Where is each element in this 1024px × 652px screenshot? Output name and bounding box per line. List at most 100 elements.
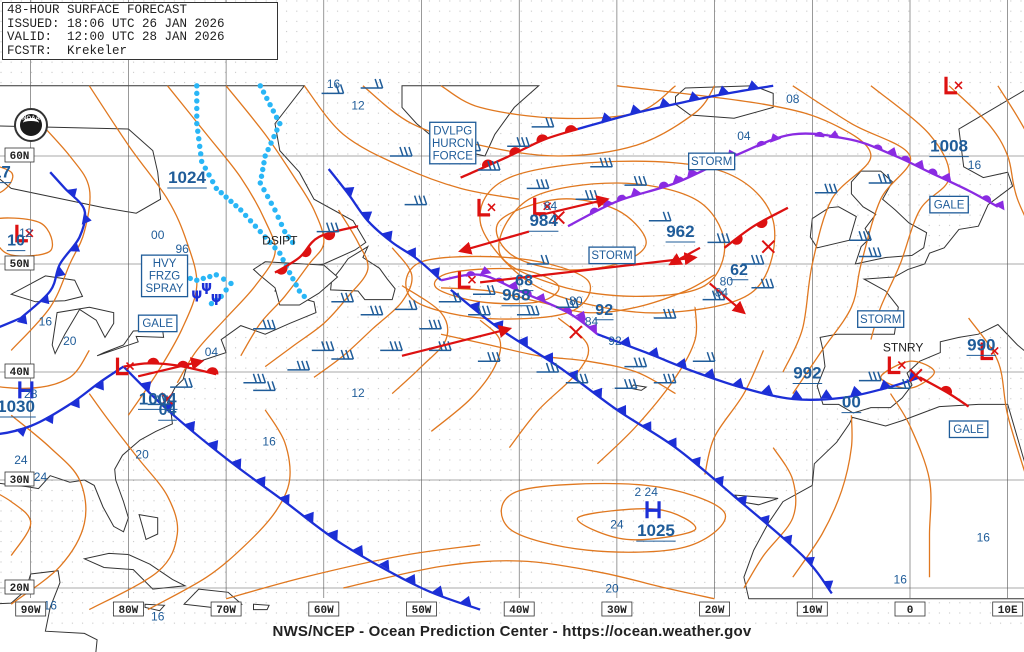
isobar-line <box>440 333 676 395</box>
low-center-x <box>954 81 963 90</box>
low-center-L <box>457 271 471 289</box>
cold-front-triangle <box>822 580 834 591</box>
cold-front-triangle <box>736 495 747 507</box>
isobar-closed <box>498 182 726 298</box>
occluded-bump <box>575 316 585 325</box>
occluded-bump <box>900 155 911 163</box>
wind-barb-flag <box>266 381 272 391</box>
wind-barb-flag <box>188 377 193 388</box>
lon-label-box <box>503 601 535 617</box>
cold-front-line <box>20 171 87 319</box>
pressure-label: 16 <box>39 315 53 329</box>
cold-front-triangle <box>469 301 480 313</box>
wind-barb-flag <box>824 183 829 193</box>
isobar-line <box>743 447 797 589</box>
warning-box-text: STORM <box>591 250 632 262</box>
warm-front-bump <box>565 125 577 133</box>
warm-front-bump <box>323 232 336 241</box>
isobar-line <box>225 544 481 600</box>
pressure-label: 16 <box>977 531 991 545</box>
lake-erie-ontario-water <box>96 329 165 357</box>
wind-barb <box>331 349 355 360</box>
ice-edge-dot <box>278 221 285 228</box>
occluded-triangle <box>687 167 699 178</box>
wind-barb <box>507 137 530 148</box>
occluded-triangle <box>507 281 519 291</box>
wind-barb-flag <box>565 297 570 308</box>
wind-barb-flag <box>496 351 501 362</box>
wind-barb-flag <box>491 351 497 362</box>
pressure-label: 62 <box>730 262 748 279</box>
cold-front-triangle <box>717 85 730 96</box>
cold-front-triangle <box>850 385 862 397</box>
isobar-line <box>147 409 291 611</box>
wind-barb-flag <box>632 378 638 389</box>
wind-barb <box>751 278 775 289</box>
pressure-label: 08 <box>786 92 800 106</box>
pressure-label: 1030 <box>0 397 35 416</box>
isobar-line <box>166 85 276 384</box>
isobar-line <box>889 393 932 578</box>
wind-barb-flag <box>487 160 492 171</box>
ice-edge-dot <box>223 287 229 293</box>
ice-edge-dot <box>260 89 267 95</box>
pressure-label: 04 <box>159 402 177 419</box>
wind-barb-flag <box>554 362 560 373</box>
noaa-logo-text: NOAA <box>22 116 40 122</box>
warning-box-text: SPRAY <box>145 283 183 295</box>
warm-front-bump <box>940 385 953 395</box>
bahamas-land <box>138 513 159 541</box>
warning-box-text: GALE <box>953 424 984 436</box>
wind-barb-flag <box>349 349 355 360</box>
wind-barb <box>648 211 672 222</box>
pressure-label: 16 <box>151 609 165 623</box>
wind-barb-flag <box>378 78 384 89</box>
wind-barb-flag <box>867 231 872 241</box>
ice-edge-dot <box>194 277 200 283</box>
cold-front-triangle <box>675 358 687 369</box>
pressure-label: 64 <box>544 199 558 213</box>
pressure-label: 12 <box>351 386 365 400</box>
pressure-label: 80 <box>720 275 734 289</box>
header-issued: ISSUED: 18:06 UTC 26 JAN 2026 <box>7 16 225 31</box>
lon-label: 60W <box>314 605 334 617</box>
occluded-bump <box>658 181 669 189</box>
wind-barb-flag <box>487 351 492 362</box>
ice-edge-dot <box>261 160 267 166</box>
lon-label: 10W <box>802 605 822 617</box>
wind-barb <box>858 371 882 382</box>
isobar-closed <box>0 217 54 257</box>
lat-label-box <box>4 471 35 487</box>
wind-barb-flag <box>642 175 648 186</box>
lon-label-box <box>992 601 1024 617</box>
isobar-closed <box>577 508 697 541</box>
cold-front-triangle <box>690 456 701 468</box>
isobar-line <box>704 350 765 475</box>
pressure-label: 84 <box>715 285 729 299</box>
ice-edge-dot <box>268 140 274 146</box>
cold-front-triangle <box>641 421 652 433</box>
occluded-bump <box>616 194 627 202</box>
pressure-labels: 1024171008984962968100410301031102599200… <box>0 77 997 623</box>
status-label: DSIPT <box>262 234 298 248</box>
occluded-triangle <box>994 200 1005 211</box>
pressure-label: 10 <box>7 233 25 250</box>
occluded-bump <box>465 271 476 277</box>
cold-front-triangle <box>255 476 266 488</box>
isobar-line <box>10 112 91 351</box>
cold-front-triangle <box>591 387 603 399</box>
ice-edge-dot <box>271 133 277 140</box>
low-center-L <box>980 342 994 361</box>
warm-front-bump <box>147 357 160 365</box>
pressure-label: 84 <box>585 315 599 329</box>
cold-front-triangle <box>231 458 242 470</box>
wind-barb-flag <box>481 305 487 315</box>
ice-edge-dot <box>275 214 281 220</box>
forecast-position-x <box>569 325 583 339</box>
wind-barb <box>380 341 403 352</box>
wind-barb-flag <box>579 373 585 384</box>
wind-barb-flag <box>496 160 501 171</box>
wind-barb-flag <box>711 290 717 300</box>
pressure-label: 68 <box>515 273 533 290</box>
wind-barb-flag <box>545 362 551 373</box>
